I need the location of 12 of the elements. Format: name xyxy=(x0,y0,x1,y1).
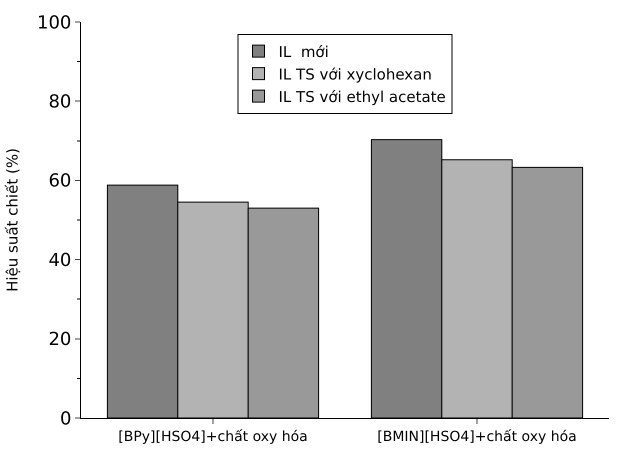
y-tick-label: 20 xyxy=(48,329,72,350)
y-axis-title: Hiệu suất chiết (%) xyxy=(3,148,22,292)
y-tick-label: 100 xyxy=(37,12,72,34)
x-tick-label: [BPy][HSO4]+chất oxy hóa xyxy=(118,428,308,445)
y-tick-label: 60 xyxy=(48,170,72,192)
y-tick-label: 0 xyxy=(60,408,72,430)
legend-label: IL TS với xyclohexan xyxy=(278,65,432,84)
y-tick-label: 40 xyxy=(48,250,72,271)
x-tick-label: [BMIN][HSO4]+chất oxy hóa xyxy=(377,428,577,445)
y-tick-label: 80 xyxy=(48,92,72,112)
legend-label: IL TS với ethyl acetate xyxy=(278,88,446,106)
legend-label: IL mới xyxy=(278,42,329,61)
